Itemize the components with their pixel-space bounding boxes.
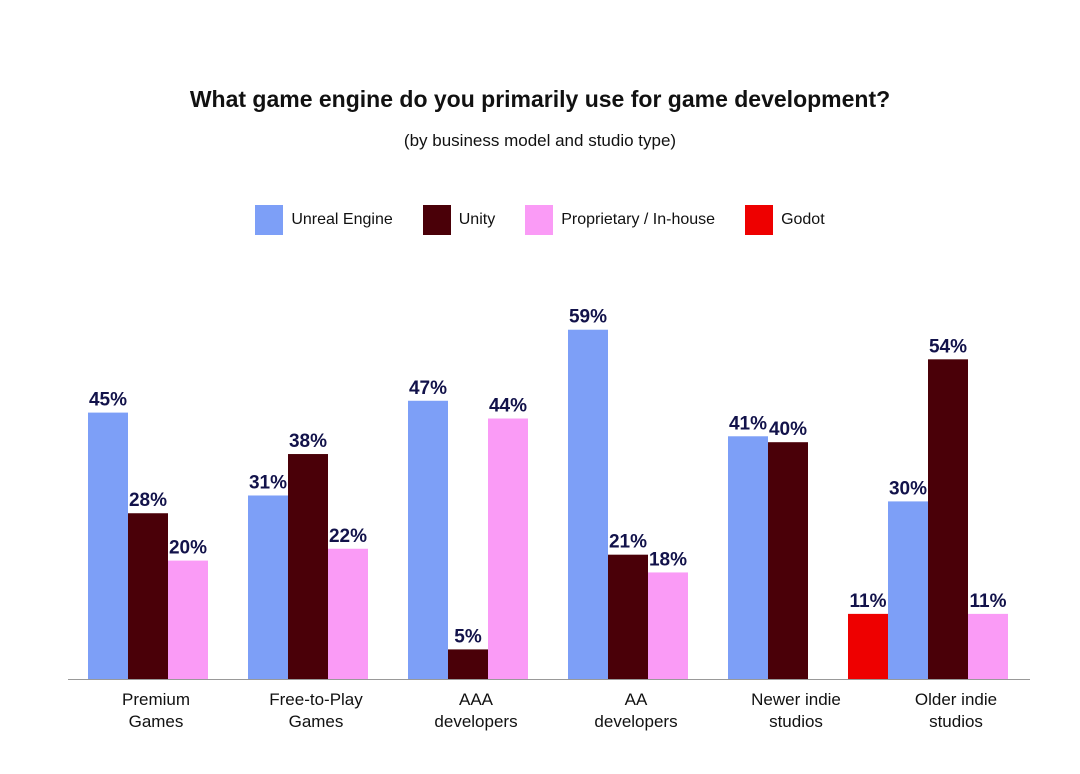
data-label-unity-aa-developers: 21% xyxy=(609,532,647,553)
data-label-proprietary-in-house-older-indie-studios: 11% xyxy=(970,591,1007,612)
data-label-unreal-engine-newer-indie-studios: 41% xyxy=(729,413,767,434)
legend: Unreal Engine Unity Proprietary / In-hou… xyxy=(0,205,1080,235)
legend-item-godot: Godot xyxy=(745,205,825,235)
category-label-free-to-play-games-line-2: Games xyxy=(289,712,344,731)
data-label-unreal-engine-aa-developers: 59% xyxy=(569,307,607,328)
legend-item-proprietary: Proprietary / In-house xyxy=(525,205,715,235)
data-label-godot-newer-indie-studios: 11% xyxy=(850,591,887,612)
data-label-proprietary-in-house-aaa-developers: 44% xyxy=(489,396,527,417)
bar-proprietary-in-house-aa-developers xyxy=(648,572,688,679)
bar-proprietary-in-house-aaa-developers xyxy=(488,418,528,679)
bar-unity-free-to-play-games xyxy=(288,454,328,679)
bar-unreal-engine-aa-developers xyxy=(568,329,608,679)
category-label-newer-indie-studios-line-2: studios xyxy=(769,712,823,731)
bar-unity-older-indie-studios xyxy=(928,359,968,679)
bar-unity-aaa-developers xyxy=(448,649,488,679)
bar-proprietary-in-house-free-to-play-games xyxy=(328,548,368,679)
legend-item-unity: Unity xyxy=(422,205,496,235)
legend-label-godot: Godot xyxy=(781,211,825,228)
data-label-unity-premium-games: 28% xyxy=(129,490,167,511)
category-label-older-indie-studios-line-2: studios xyxy=(929,712,983,731)
legend-swatch-godot xyxy=(745,205,774,235)
category-label-aaa-developers-line-2: developers xyxy=(434,712,517,731)
bar-unity-newer-indie-studios xyxy=(768,442,808,679)
category-label-aa-developers-line-1: AA xyxy=(625,690,648,709)
category-label-older-indie-studios-line-1: Older indie xyxy=(915,690,997,709)
category-label-aa-developers-line-2: developers xyxy=(594,712,677,731)
data-label-proprietary-in-house-premium-games: 20% xyxy=(169,538,207,559)
bar-proprietary-in-house-premium-games xyxy=(168,560,208,679)
category-label-aaa-developers-line-1: AAA xyxy=(459,690,494,709)
bar-unity-aa-developers xyxy=(608,554,648,679)
chart-subtitle: (by business model and studio type) xyxy=(403,131,677,150)
data-label-proprietary-in-house-free-to-play-games: 22% xyxy=(329,526,367,547)
bar-unreal-engine-older-indie-studios xyxy=(888,501,928,679)
data-label-unity-older-indie-studios: 54% xyxy=(929,336,967,357)
bar-unreal-engine-newer-indie-studios xyxy=(728,436,768,679)
data-label-unity-newer-indie-studios: 40% xyxy=(769,419,807,440)
bar-godot-newer-indie-studios xyxy=(848,613,888,679)
data-label-unreal-engine-aaa-developers: 47% xyxy=(409,378,447,399)
legend-label-unreal-engine: Unreal Engine xyxy=(291,211,393,228)
data-label-unreal-engine-premium-games: 45% xyxy=(89,390,127,411)
legend-swatch-unreal-engine xyxy=(255,205,284,235)
legend-label-unity: Unity xyxy=(458,211,496,228)
legend-item-unreal-engine: Unreal Engine xyxy=(255,205,393,235)
bar-proprietary-in-house-older-indie-studios xyxy=(968,613,1008,679)
data-label-unity-free-to-play-games: 38% xyxy=(289,431,327,452)
data-label-proprietary-in-house-aa-developers: 18% xyxy=(649,549,687,570)
legend-label-proprietary: Proprietary / In-house xyxy=(561,211,716,228)
chart-title: What game engine do you primarily use fo… xyxy=(189,86,891,112)
bar-unreal-engine-premium-games xyxy=(88,412,128,679)
bar-unreal-engine-free-to-play-games xyxy=(248,495,288,679)
bar-unreal-engine-aaa-developers xyxy=(408,400,448,679)
data-label-unity-aaa-developers: 5% xyxy=(454,626,482,647)
category-label-premium-games-line-1: Premium xyxy=(122,690,190,709)
category-label-premium-games-line-2: Games xyxy=(129,712,184,731)
data-label-unreal-engine-older-indie-studios: 30% xyxy=(889,478,927,499)
category-label-newer-indie-studios-line-1: Newer indie xyxy=(751,690,841,709)
legend-swatch-proprietary xyxy=(525,205,554,235)
data-label-unreal-engine-free-to-play-games: 31% xyxy=(249,472,287,493)
bar-unity-premium-games xyxy=(128,513,168,679)
category-label-free-to-play-games-line-1: Free-to-Play xyxy=(269,690,363,709)
legend-swatch-unity xyxy=(422,205,451,235)
